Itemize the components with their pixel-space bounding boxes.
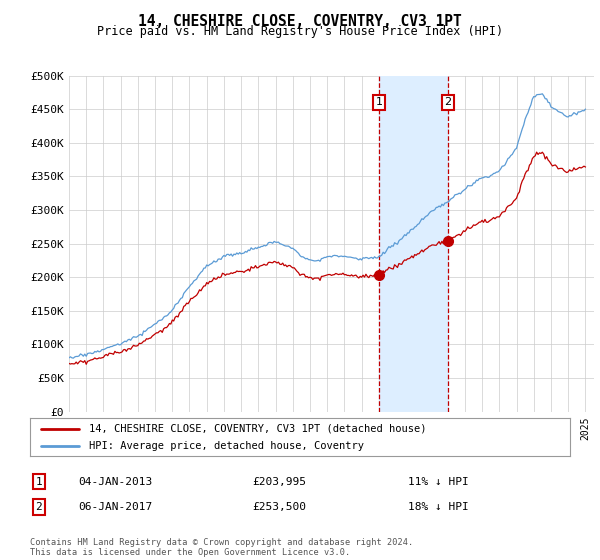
- Text: 11% ↓ HPI: 11% ↓ HPI: [408, 477, 469, 487]
- Text: Price paid vs. HM Land Registry's House Price Index (HPI): Price paid vs. HM Land Registry's House …: [97, 25, 503, 38]
- Text: 04-JAN-2013: 04-JAN-2013: [78, 477, 152, 487]
- Text: 18% ↓ HPI: 18% ↓ HPI: [408, 502, 469, 512]
- Text: 14, CHESHIRE CLOSE, COVENTRY, CV3 1PT: 14, CHESHIRE CLOSE, COVENTRY, CV3 1PT: [138, 14, 462, 29]
- Text: 14, CHESHIRE CLOSE, COVENTRY, CV3 1PT (detached house): 14, CHESHIRE CLOSE, COVENTRY, CV3 1PT (d…: [89, 423, 427, 433]
- Text: £203,995: £203,995: [252, 477, 306, 487]
- Text: HPI: Average price, detached house, Coventry: HPI: Average price, detached house, Cove…: [89, 441, 364, 451]
- Text: Contains HM Land Registry data © Crown copyright and database right 2024.
This d: Contains HM Land Registry data © Crown c…: [30, 538, 413, 557]
- Text: £253,500: £253,500: [252, 502, 306, 512]
- Text: 1: 1: [35, 477, 43, 487]
- Text: 06-JAN-2017: 06-JAN-2017: [78, 502, 152, 512]
- Text: 2: 2: [35, 502, 43, 512]
- Text: 2: 2: [444, 97, 451, 108]
- Text: 1: 1: [376, 97, 383, 108]
- Bar: [379, 76, 448, 412]
